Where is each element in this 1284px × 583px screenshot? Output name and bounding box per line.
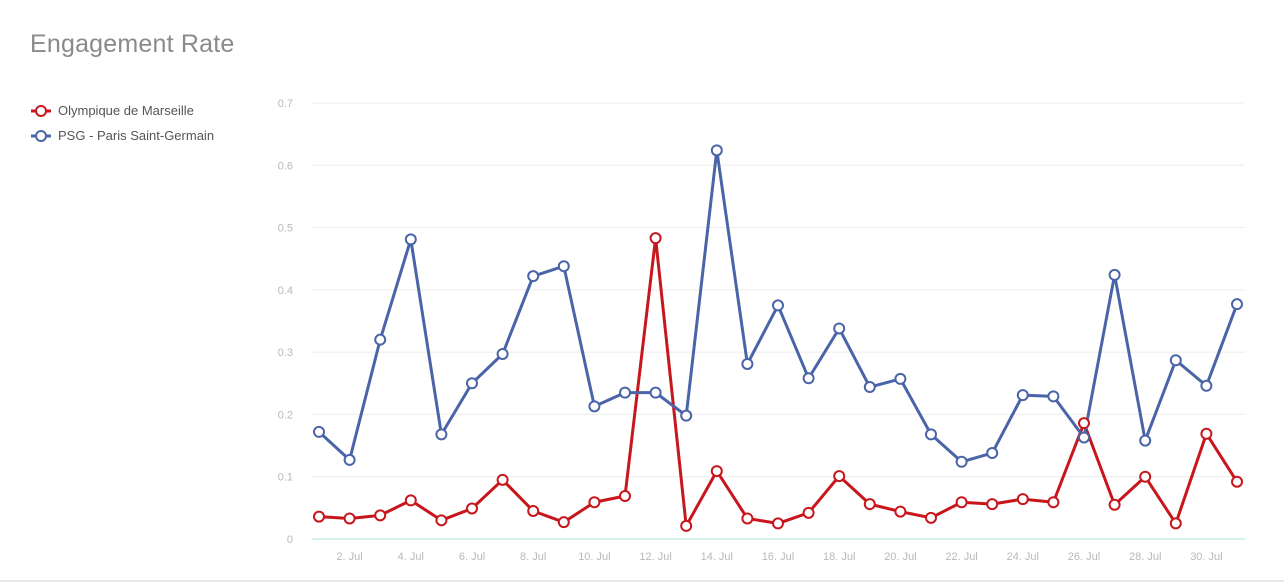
legend-item-psg[interactable]: PSG - Paris Saint-Germain: [30, 123, 214, 148]
data-point-1[interactable]: [1169, 354, 1182, 367]
data-point-0[interactable]: [925, 511, 937, 524]
data-point-1[interactable]: [863, 381, 876, 394]
data-point-0[interactable]: [833, 470, 846, 483]
data-point-1[interactable]: [1231, 298, 1243, 311]
x-tick-label: 24. Jul: [1007, 551, 1039, 563]
data-point-0[interactable]: [802, 506, 815, 519]
y-tick-label: 0.4: [278, 285, 293, 297]
data-point-0[interactable]: [557, 516, 570, 529]
data-point-0[interactable]: [894, 505, 907, 518]
legend-label-marseille: Olympique de Marseille: [58, 103, 194, 118]
data-point-1[interactable]: [1139, 434, 1152, 447]
data-point-0[interactable]: [1139, 470, 1152, 483]
x-tick-label: 22. Jul: [945, 551, 977, 563]
x-tick-label: 10. Jul: [578, 551, 610, 563]
data-point-0[interactable]: [710, 465, 723, 478]
data-point-1[interactable]: [404, 233, 417, 246]
data-point-1[interactable]: [986, 447, 999, 460]
data-point-1[interactable]: [435, 428, 448, 441]
data-point-0[interactable]: [1047, 496, 1060, 509]
data-point-0[interactable]: [955, 496, 968, 509]
x-tick-label: 20. Jul: [884, 551, 916, 563]
data-point-0[interactable]: [435, 514, 448, 527]
data-point-0[interactable]: [741, 512, 754, 525]
data-point-0[interactable]: [680, 519, 693, 532]
data-point-1[interactable]: [496, 348, 509, 361]
x-tick-label: 30. Jul: [1190, 551, 1222, 563]
data-point-1[interactable]: [466, 377, 478, 390]
data-point-1[interactable]: [374, 333, 387, 346]
chart-title: Engagement Rate: [30, 30, 235, 58]
data-point-0[interactable]: [466, 502, 478, 515]
data-point-1[interactable]: [741, 357, 754, 370]
data-point-0[interactable]: [772, 517, 784, 530]
x-tick-label: 16. Jul: [762, 551, 794, 563]
y-tick-label: 0.2: [278, 409, 293, 421]
data-point-1[interactable]: [619, 386, 631, 399]
data-point-1[interactable]: [313, 425, 325, 438]
data-point-1[interactable]: [894, 372, 907, 385]
x-tick-label: 2. Jul: [336, 551, 362, 563]
series-line-0: [317, 236, 1239, 528]
data-point-1[interactable]: [1200, 379, 1213, 392]
data-point-1[interactable]: [588, 400, 601, 413]
data-point-0[interactable]: [1231, 475, 1243, 488]
y-tick-label: 0.1: [278, 472, 293, 484]
x-tick-label: 28. Jul: [1129, 551, 1161, 563]
data-point-1[interactable]: [1047, 390, 1060, 403]
x-tick-label: 8. Jul: [520, 551, 546, 563]
data-point-0[interactable]: [404, 494, 417, 507]
data-point-1[interactable]: [925, 428, 937, 441]
x-tick-label: 18. Jul: [823, 551, 855, 563]
data-point-1[interactable]: [955, 455, 968, 468]
data-point-0[interactable]: [863, 498, 876, 511]
x-tick-label: 14. Jul: [701, 551, 733, 563]
data-point-0[interactable]: [649, 232, 662, 245]
data-point-0[interactable]: [588, 496, 601, 509]
data-point-0[interactable]: [1108, 498, 1121, 511]
data-point-0[interactable]: [527, 504, 540, 517]
y-tick-label: 0.6: [278, 160, 293, 172]
data-point-1[interactable]: [833, 322, 846, 335]
data-point-1[interactable]: [1078, 431, 1090, 444]
data-point-1[interactable]: [557, 260, 570, 273]
data-point-1[interactable]: [1016, 389, 1029, 402]
y-tick-label: 0.5: [278, 223, 293, 235]
legend-swatch-psg: [31, 129, 51, 142]
x-tick-label: 12. Jul: [639, 551, 671, 563]
data-point-1[interactable]: [343, 453, 356, 466]
legend-label-psg: PSG - Paris Saint-Germain: [58, 128, 215, 143]
data-point-0[interactable]: [1200, 427, 1213, 440]
x-tick-label: 26. Jul: [1068, 551, 1100, 563]
data-point-1[interactable]: [649, 386, 662, 399]
data-point-1[interactable]: [527, 270, 540, 283]
data-point-1[interactable]: [680, 409, 693, 422]
x-tick-label: 4. Jul: [398, 551, 424, 563]
data-point-0[interactable]: [619, 490, 631, 503]
data-point-0[interactable]: [343, 512, 356, 525]
y-tick-label: 0.3: [278, 347, 293, 359]
bottom-divider: [0, 580, 1284, 582]
data-point-1[interactable]: [802, 372, 815, 385]
data-point-1[interactable]: [772, 299, 784, 312]
legend: Olympique de Marseille PSG - Paris Saint…: [30, 98, 214, 148]
data-point-0[interactable]: [1169, 517, 1182, 530]
data-point-0[interactable]: [1078, 417, 1090, 430]
y-tick-label: 0.7: [278, 98, 293, 110]
data-point-0[interactable]: [496, 473, 509, 486]
data-point-1[interactable]: [1108, 268, 1121, 281]
data-point-0[interactable]: [313, 510, 325, 523]
y-tick-label: 0: [287, 534, 293, 546]
legend-swatch-marseille: [31, 104, 51, 117]
data-point-0[interactable]: [1016, 493, 1029, 506]
data-point-0[interactable]: [374, 509, 387, 522]
data-point-0[interactable]: [986, 498, 999, 511]
x-tick-label: 6. Jul: [459, 551, 485, 563]
legend-item-marseille[interactable]: Olympique de Marseille: [30, 98, 214, 123]
data-point-1[interactable]: [710, 144, 723, 157]
